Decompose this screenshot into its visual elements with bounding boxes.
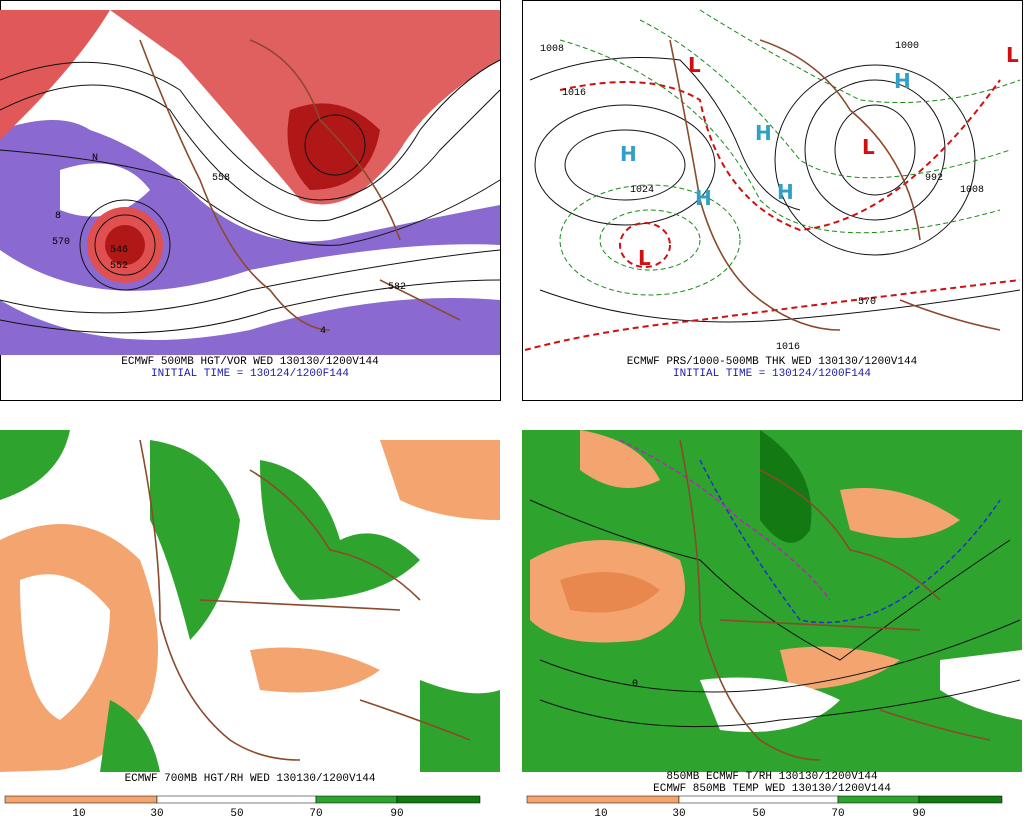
isobars — [529, 57, 1021, 323]
temperature-contours — [529, 439, 1021, 728]
isobar-label: 1016 — [776, 342, 800, 353]
colorbar-label: 70 — [309, 808, 322, 819]
isobar-label: 1008 — [540, 44, 564, 55]
colorbar-label: 50 — [230, 808, 243, 819]
low-marker: L — [638, 246, 651, 270]
isobar-label: 1008 — [960, 185, 984, 196]
dry-area — [380, 440, 500, 520]
contour-label: 8 — [55, 211, 61, 222]
caption: ECMWF PRS/1000-500MB THK WED 130130/1200… — [627, 356, 918, 368]
colorbar-label: 50 — [752, 808, 765, 819]
contour-label: 582 — [388, 282, 406, 293]
caption: ECMWF 500MB HGT/VOR WED 130130/1200V144 — [121, 356, 379, 368]
panel-700mb-rh: ECMWF 700MB HGT/RH WED 130130/1200V144 1… — [0, 430, 500, 819]
isobar-label: 1024 — [630, 185, 654, 196]
dry-area — [580, 430, 660, 488]
high-marker: H — [894, 69, 911, 93]
high-marker: H — [777, 180, 794, 204]
caption: ECMWF 850MB TEMP WED 130130/1200V144 — [653, 783, 891, 795]
low-marker: L — [862, 135, 875, 159]
dry-area — [560, 572, 660, 613]
isobar-label: 1016 — [562, 88, 586, 99]
contour-label: N — [92, 153, 98, 164]
colorbar-label: 90 — [912, 808, 925, 819]
panel-pressure-thickness: L L L L H H H H H 1008 1016 1024 992 100… — [522, 0, 1023, 401]
contour-label: 558 — [212, 173, 230, 184]
height-contours — [0, 59, 501, 334]
contour-label: 570 — [52, 237, 70, 248]
region — [940, 650, 1022, 720]
caption: INITIAL TIME = 130124/1200F144 — [673, 368, 871, 380]
contour-label: 4 — [320, 326, 326, 337]
thickness-570 — [524, 79, 1021, 351]
thickness-contours — [559, 9, 1021, 296]
moist-area — [0, 430, 70, 500]
moist-area — [420, 680, 500, 772]
colorbar-label: 30 — [150, 808, 163, 819]
high-marker: H — [755, 121, 772, 145]
isobar-label: 992 — [925, 173, 943, 184]
high-marker: H — [620, 142, 637, 166]
region — [60, 163, 150, 217]
low-marker: L — [688, 53, 701, 77]
colorbar-label: 10 — [594, 808, 607, 819]
dry-area — [250, 647, 380, 693]
contour-label: 546 — [110, 245, 128, 256]
region — [0, 244, 500, 340]
low-marker: L — [1006, 43, 1019, 67]
colorbar-label: 90 — [390, 808, 403, 819]
panel-500mb: 570 546 552 558 582 4 8 N ECMWF 500MB HG… — [0, 0, 501, 401]
isobar-label: 1000 — [895, 41, 919, 52]
caption: 850MB ECMWF T/RH 130130/1200V144 — [666, 771, 878, 783]
caption: ECMWF 700MB HGT/RH WED 130130/1200V144 — [125, 773, 376, 785]
vorticity-core — [105, 225, 145, 265]
vorticity-high — [0, 10, 110, 140]
dry-area — [780, 646, 900, 690]
region — [20, 574, 110, 720]
moist-area — [100, 700, 160, 772]
contour-label: 552 — [110, 261, 128, 272]
colorbar: 10 30 50 70 90 — [4, 795, 481, 819]
contour-label: 0 — [632, 679, 638, 690]
isobar-label: 570 — [858, 297, 876, 308]
dry-area — [840, 488, 960, 538]
moist-area — [260, 460, 420, 600]
high-marker: H — [695, 186, 712, 210]
moist-area — [760, 430, 812, 543]
caption: INITIAL TIME = 130124/1200F144 — [151, 368, 349, 380]
colorbar: 10 30 50 70 90 — [526, 795, 1003, 819]
moist-area — [150, 440, 240, 640]
colorbar-label: 10 — [72, 808, 85, 819]
colorbar-label: 70 — [831, 808, 844, 819]
panel-850mb-trh: 0 850MB ECMWF T/RH 130130/1200V144 ECMWF… — [522, 430, 1022, 819]
colorbar-label: 30 — [672, 808, 685, 819]
